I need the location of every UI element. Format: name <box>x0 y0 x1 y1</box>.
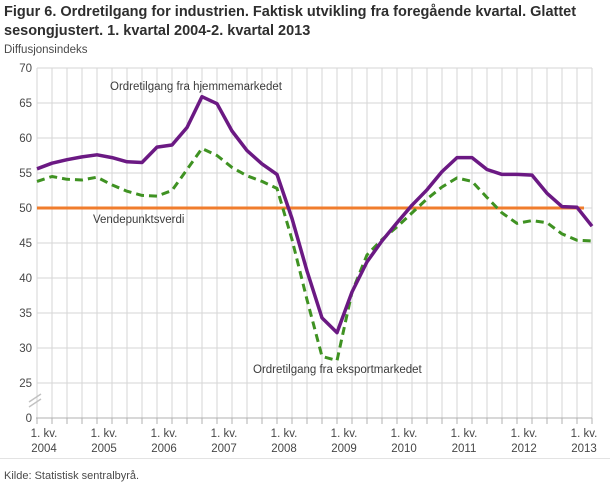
y-tick-label: 65 <box>19 98 32 110</box>
x-tick-label-quarter: 1. kv. <box>91 428 118 440</box>
series-label-hjemmemarkedet: Ordretilgang fra hjemmemarkedet <box>110 81 282 93</box>
x-tick-label-quarter: 1. kv. <box>451 428 478 440</box>
y-tick-label: 45 <box>19 238 32 250</box>
x-tick-label-year: 2013 <box>571 443 597 455</box>
series-line-hjemmemarkedet <box>36 94 594 335</box>
x-tick-label-year: 2005 <box>91 443 117 455</box>
x-tick-label-quarter: 1. kv. <box>391 428 418 440</box>
series-label-eksportmarkedet: Ordretilgang fra eksportmarkedet <box>253 364 422 376</box>
x-tick-label-quarter: 1. kv. <box>571 428 598 440</box>
y-tick-label: 70 <box>19 63 32 75</box>
y-tick-label: 35 <box>19 308 32 320</box>
y-tick-label: 25 <box>19 378 32 390</box>
x-tick-label-quarter: 1. kv. <box>331 428 358 440</box>
x-tick-label-year: 2012 <box>511 443 537 455</box>
y-axis-unit-label: Diffusjonsindeks <box>4 44 88 56</box>
y-tick-label-zero: 0 <box>26 413 32 425</box>
y-tick-label: 50 <box>19 203 32 215</box>
y-tick-label: 30 <box>19 343 32 355</box>
x-tick-label-quarter: 1. kv. <box>211 428 238 440</box>
footer-divider <box>0 458 610 459</box>
x-tick-label-year: 2008 <box>271 443 297 455</box>
series-line-eksportmarkedet <box>36 147 593 363</box>
reference-line-label: Vendepunktsverdi <box>93 214 185 226</box>
x-tick-label-year: 2010 <box>391 443 417 455</box>
x-tick-label-year: 2009 <box>331 443 357 455</box>
y-tick-label: 60 <box>19 133 32 145</box>
source-credit: Kilde: Statistisk sentralbyrå. <box>4 470 140 482</box>
axis-break-icon <box>28 393 42 403</box>
x-tick-label-year: 2004 <box>31 443 57 455</box>
x-tick-label-quarter: 1. kv. <box>151 428 178 440</box>
x-tick-label-quarter: 1. kv. <box>271 428 298 440</box>
y-tick-label: 40 <box>19 273 32 285</box>
x-tick-label-quarter: 1. kv. <box>31 428 58 440</box>
x-tick-label-year: 2006 <box>151 443 177 455</box>
figure-title: Figur 6. Ordretilgang for industrien. Fa… <box>4 4 577 39</box>
x-tick-label-year: 2007 <box>211 443 237 455</box>
x-tick-label-year: 2011 <box>452 443 477 455</box>
x-tick-label-quarter: 1. kv. <box>511 428 538 440</box>
y-tick-label: 55 <box>19 168 32 180</box>
axis-break-icon <box>28 398 42 408</box>
